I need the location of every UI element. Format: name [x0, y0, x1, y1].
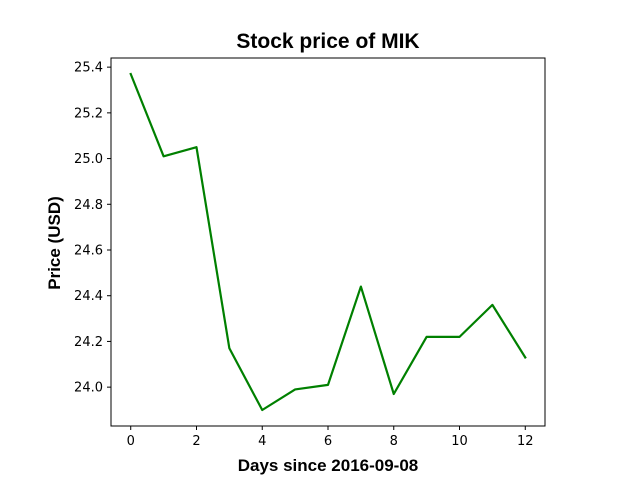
y-tick-label: 25.4	[74, 61, 103, 76]
x-tick-label: 0	[127, 434, 135, 449]
series-line	[129, 72, 527, 412]
y-tick-label: 24.2	[74, 335, 103, 350]
series-layer	[129, 72, 527, 412]
x-tick-label: 6	[324, 434, 332, 449]
y-axis-ticks: 24.0 24.2 24.4 24.6 24.8 25.0 25.2 25.4	[74, 61, 111, 396]
y-tick-label: 24.8	[74, 198, 103, 213]
x-tick-label: 10	[451, 434, 468, 449]
y-tick-label: 24.6	[74, 244, 103, 259]
y-tick-label: 24.0	[74, 381, 103, 396]
x-axis-label: Days since 2016-09-08	[238, 456, 419, 475]
y-tick-label: 25.2	[74, 106, 103, 121]
x-tick-label: 8	[390, 434, 398, 449]
x-tick-label: 12	[517, 434, 534, 449]
x-tick-label: 2	[192, 434, 200, 449]
y-axis-label: Price (USD)	[45, 196, 64, 290]
x-axis-ticks: 0 2 4 6 8 10 12	[127, 426, 534, 449]
plot-area-frame	[110, 57, 546, 427]
y-tick-label: 24.4	[74, 289, 103, 304]
x-tick-label: 4	[258, 434, 266, 449]
chart-title: Stock price of MIK	[236, 30, 419, 53]
y-tick-label: 25.0	[74, 152, 103, 167]
